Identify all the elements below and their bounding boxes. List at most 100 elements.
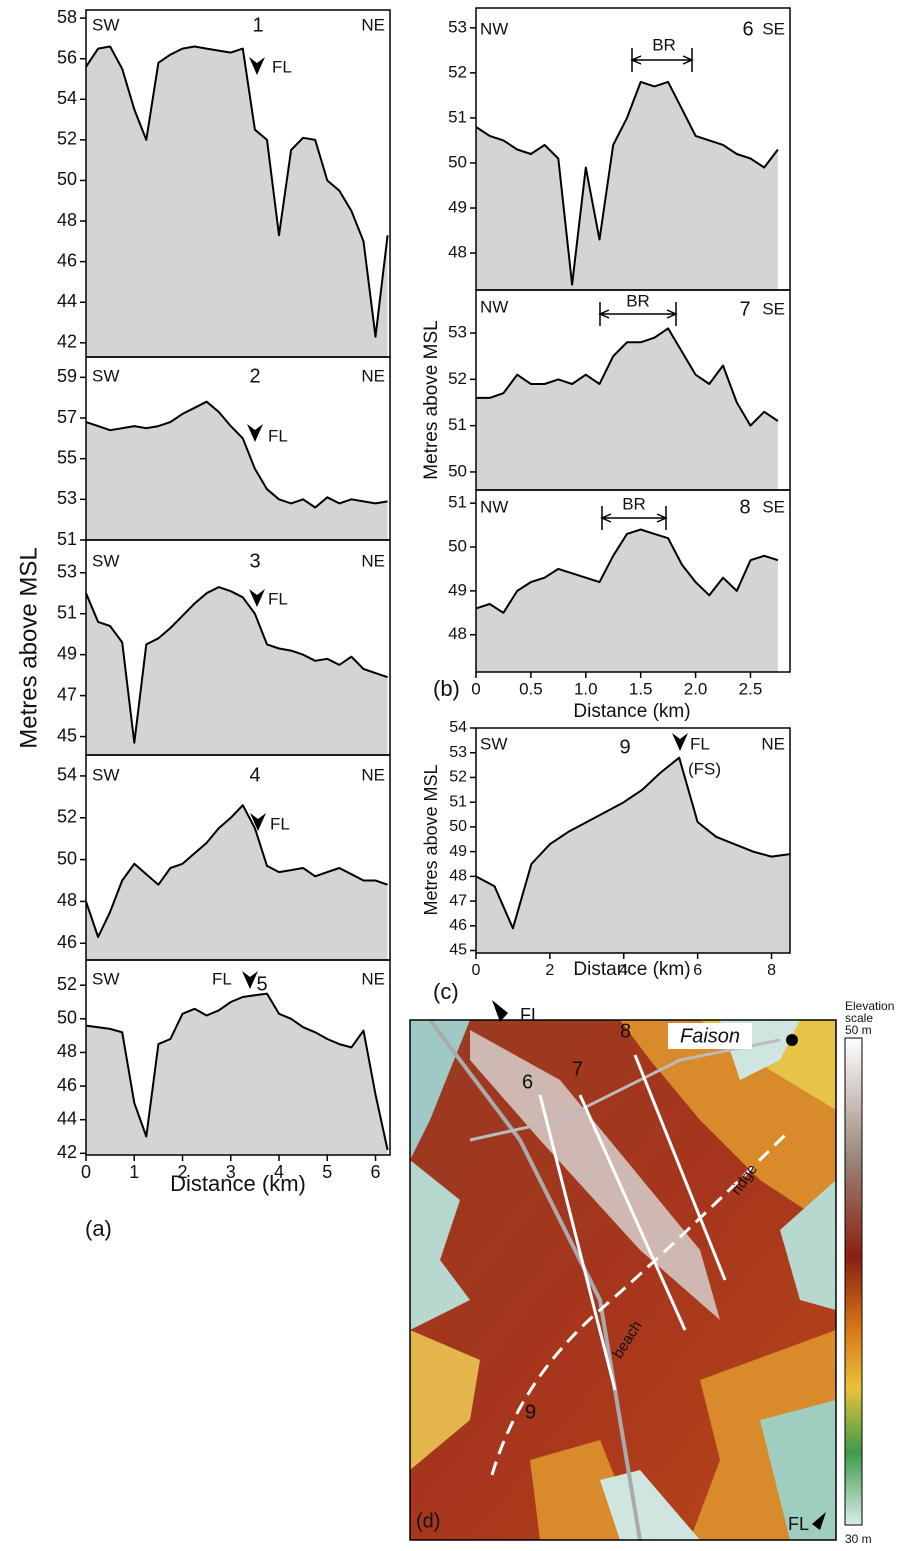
map-label: Faison xyxy=(680,1025,740,1047)
x-axis-label: Distance (km) xyxy=(170,1171,306,1196)
area-fill xyxy=(86,46,388,357)
y-tick-label: 51 xyxy=(448,107,467,126)
y-tick-label: 56 xyxy=(57,47,77,67)
y-tick-label: 54 xyxy=(57,765,77,785)
area-fill xyxy=(86,587,388,755)
scale-title: Elevation xyxy=(845,999,894,1013)
x-tick-label: 0 xyxy=(81,1162,91,1182)
annotation: SE xyxy=(762,19,785,38)
y-axis-label: Metres above MSL xyxy=(421,764,441,915)
x-tick-label: 6 xyxy=(693,962,702,979)
y-tick-label: 51 xyxy=(448,493,467,512)
area-fill xyxy=(86,993,388,1155)
area-fill xyxy=(476,328,778,490)
area-fill xyxy=(86,401,388,540)
y-tick-label: 51 xyxy=(448,415,467,434)
fl-arrow xyxy=(250,813,266,831)
y-tick-label: 49 xyxy=(448,580,467,599)
scale-min: 30 m xyxy=(845,1532,872,1546)
annotation: FL xyxy=(272,57,292,76)
x-tick-label: 0.5 xyxy=(519,679,543,698)
y-tick-label: 42 xyxy=(57,1142,77,1162)
y-tick-label: 48 xyxy=(57,890,77,910)
x-tick-label: 0 xyxy=(471,679,480,698)
x-tick-label: 6 xyxy=(371,1162,381,1182)
y-axis-label: Metres above MSL xyxy=(15,547,42,748)
annotation: NW xyxy=(480,497,508,516)
x-axis-label: Distance (km) xyxy=(573,701,690,722)
y-tick-label: 54 xyxy=(57,88,77,108)
profile-line xyxy=(85,992,389,1151)
panel-label: (b) xyxy=(433,676,460,701)
y-tick-label: 48 xyxy=(57,1041,77,1061)
annotation: SW xyxy=(480,734,507,753)
annotation: 9 xyxy=(619,736,630,758)
y-tick-label: 47 xyxy=(449,892,467,909)
annotation: NE xyxy=(361,551,385,570)
y-tick-label: 52 xyxy=(57,974,77,994)
profile-line xyxy=(85,804,388,938)
y-tick-label: 47 xyxy=(57,684,77,704)
y-tick-label: 51 xyxy=(57,602,77,622)
y-tick-label: 49 xyxy=(449,843,467,860)
y-tick-label: 48 xyxy=(448,243,467,262)
scale-max: 50 m xyxy=(845,1023,872,1037)
y-tick-label: 50 xyxy=(449,818,467,835)
color-scale xyxy=(844,1037,863,1526)
y-tick-label: 51 xyxy=(449,793,467,810)
fl-arrow xyxy=(249,57,265,75)
br-bracket xyxy=(630,48,694,72)
profile-line xyxy=(475,528,779,614)
area-fill xyxy=(86,805,388,960)
x-tick-label: 2 xyxy=(178,1162,188,1182)
annotation: 5 xyxy=(256,973,267,995)
x-tick-label: 1 xyxy=(129,1162,139,1182)
map-label: FL xyxy=(788,1514,809,1534)
profile-line xyxy=(85,400,388,509)
map-label: FL xyxy=(520,1005,541,1025)
annotation: SW xyxy=(92,969,119,988)
y-tick-label: 51 xyxy=(57,529,77,549)
annotation: SW xyxy=(92,765,119,784)
annotation: SW xyxy=(92,15,119,34)
annotation: FL xyxy=(212,969,232,988)
x-tick-label: 0 xyxy=(472,962,481,979)
annotation: NE xyxy=(361,366,385,385)
annotation: 4 xyxy=(249,764,260,786)
y-tick-label: 53 xyxy=(448,323,467,342)
annotation: NE xyxy=(361,969,385,988)
y-tick-label: 48 xyxy=(448,624,467,643)
y-tick-label: 46 xyxy=(57,932,77,952)
y-tick-label: 50 xyxy=(448,461,467,480)
y-tick-label: 52 xyxy=(448,62,467,81)
map-terrain xyxy=(410,1020,836,1540)
y-tick-label: 46 xyxy=(449,917,467,934)
plot-frame xyxy=(85,959,391,1156)
map-label: 6 xyxy=(522,1071,533,1093)
fl-arrow xyxy=(247,424,263,442)
x-tick-label: 1.5 xyxy=(629,679,653,698)
br-bracket xyxy=(598,302,678,326)
annotation: 6 xyxy=(742,18,753,40)
y-tick-label: 53 xyxy=(57,488,77,508)
y-tick-label: 44 xyxy=(57,1108,77,1128)
area-fill xyxy=(476,757,790,953)
annotation: NE xyxy=(761,734,785,753)
annotation: 3 xyxy=(249,550,260,572)
area-fill xyxy=(476,529,778,672)
annotation: 8 xyxy=(739,496,750,518)
y-tick-label: 49 xyxy=(448,197,467,216)
fl-arrow xyxy=(242,971,258,989)
y-tick-label: 50 xyxy=(57,848,77,868)
x-tick-label: 3 xyxy=(226,1162,236,1182)
area-fill xyxy=(476,81,778,291)
y-tick-label: 50 xyxy=(57,169,77,189)
annotation: 1 xyxy=(252,14,263,36)
annotation: BR xyxy=(626,291,650,310)
y-tick-label: 42 xyxy=(57,332,77,352)
fl-arrow xyxy=(672,733,688,751)
scale-title: scale xyxy=(845,1011,873,1025)
annotation: NE xyxy=(361,765,385,784)
annotation: SE xyxy=(762,299,785,318)
